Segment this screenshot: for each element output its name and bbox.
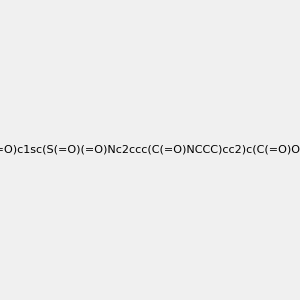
Text: COC(=O)c1sc(S(=O)(=O)Nc2ccc(C(=O)NCCC)cc2)c(C(=O)OC)c1C: COC(=O)c1sc(S(=O)(=O)Nc2ccc(C(=O)NCCC)cc… bbox=[0, 145, 300, 155]
